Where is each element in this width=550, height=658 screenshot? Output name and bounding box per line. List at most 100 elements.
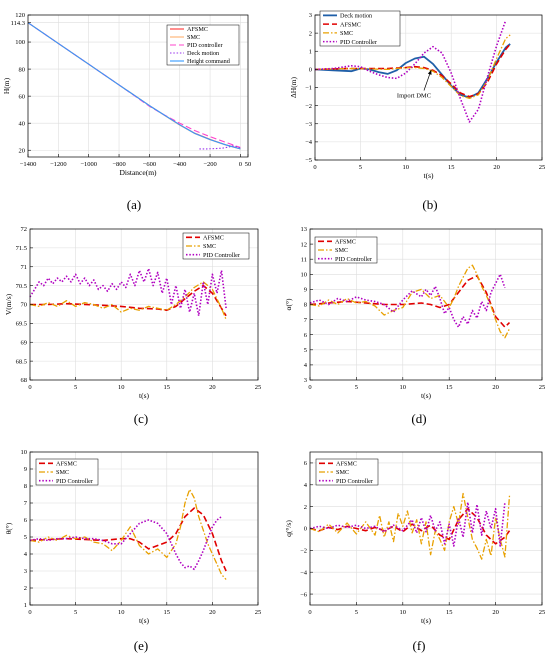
series-line-deck-motion xyxy=(199,145,241,150)
legend-label: PID Controller xyxy=(336,478,373,485)
x-tick-label: 10 xyxy=(400,384,407,391)
x-tick-label: 0 xyxy=(239,161,242,168)
x-tick-label: 25 xyxy=(255,384,262,391)
y-tick-label: 4 xyxy=(24,551,28,558)
y-tick-label: 6 xyxy=(304,460,308,467)
y-tick-label: 1 xyxy=(24,602,27,609)
x-tick-label: 15 xyxy=(164,609,171,616)
y-tick-label: −4 xyxy=(305,139,313,146)
legend-label: Deck motion xyxy=(340,13,372,20)
y-axis-label: ΔH(m) xyxy=(289,76,298,98)
series-group xyxy=(314,20,511,123)
legend-label: SMC xyxy=(56,469,69,476)
caption-b: (b) xyxy=(422,197,437,212)
y-tick-label: 4 xyxy=(304,482,308,489)
chart-a: −1400 −1200 −1000 −800 −600 −400 −200 0 50 20 40 60… xyxy=(2,12,251,177)
caption-a: (a) xyxy=(127,197,141,212)
y-tick-label: 10 xyxy=(21,449,28,456)
y-tick-label: 20 xyxy=(19,147,26,154)
x-tick-label: 0 xyxy=(308,384,311,391)
x-tick-label: −1200 xyxy=(50,161,67,168)
x-tick-label: 20 xyxy=(493,164,500,171)
series-line-pid-controller xyxy=(29,267,227,317)
x-tick-label: 15 xyxy=(448,164,455,171)
y-axis-label: θ(°) xyxy=(4,522,13,534)
y-axis-label: H(m) xyxy=(2,77,11,94)
x-axis-label: t(s) xyxy=(421,616,432,625)
legend-label: Height command xyxy=(187,58,231,65)
legend-label: SMC xyxy=(187,34,200,41)
legend-label: Deck motion xyxy=(187,50,219,57)
y-tick-label: 0 xyxy=(309,67,312,74)
series-group xyxy=(309,492,511,560)
x-tick-label: −600 xyxy=(143,161,156,168)
x-tick-label: −1000 xyxy=(80,161,97,168)
caption-d: (d) xyxy=(411,411,426,426)
x-tick-label: 10 xyxy=(118,384,125,391)
y-tick-label: 60 xyxy=(19,93,26,100)
x-tick-label: −800 xyxy=(112,161,125,168)
y-axis-label: V(m/s) xyxy=(4,293,13,315)
y-tick-label: −2 xyxy=(300,548,307,555)
x-tick-label: −400 xyxy=(173,161,186,168)
legend-label: AFSMC xyxy=(203,235,224,242)
series-line-afsmc xyxy=(309,507,511,545)
y-tick-label: 100 xyxy=(15,39,25,46)
y-tick-label: −1 xyxy=(305,85,312,92)
legend-label: SMC xyxy=(340,30,353,37)
y-tick-label: 8 xyxy=(24,483,27,490)
y-tick-label: 4 xyxy=(304,362,308,369)
y-tick-label: 10 xyxy=(301,272,308,279)
x-tick-label: 10 xyxy=(403,164,410,171)
x-axis-label: t(s) xyxy=(424,171,435,180)
legend-label: SMC xyxy=(203,243,216,250)
x-tick-label: 20 xyxy=(209,384,216,391)
annotation-text: Import DMC xyxy=(397,92,431,99)
y-tick-label: 8 xyxy=(304,302,307,309)
series-group xyxy=(27,22,241,150)
y-tick-label: 40 xyxy=(19,120,26,127)
y-tick-label: 72 xyxy=(21,226,28,233)
series-group xyxy=(309,264,511,339)
y-tick-label: 69 xyxy=(21,339,28,346)
y-tick-label: 0 xyxy=(304,526,307,533)
y-tick-label: 11 xyxy=(301,256,307,263)
series-line-pid-controller xyxy=(309,501,506,547)
legend-box xyxy=(35,458,99,486)
series-group xyxy=(29,267,227,320)
y-tick-label: 13 xyxy=(301,226,308,233)
series-line-afsmc xyxy=(30,284,227,317)
x-tick-label: 15 xyxy=(164,384,171,391)
legend-label: AFSMC xyxy=(56,461,77,468)
y-tick-label: 2 xyxy=(304,504,307,511)
legend-label: PID Controller xyxy=(203,252,240,259)
y-tick-label: 68.5 xyxy=(16,358,27,365)
y-tick-label: 71 xyxy=(21,264,28,271)
x-tick-label: 10 xyxy=(400,609,407,616)
annotation-arrow-head xyxy=(427,69,432,75)
legend-label: PID controller xyxy=(187,42,223,49)
x-tick-label: 0 xyxy=(313,164,316,171)
legend-label: AFSMC xyxy=(336,461,357,468)
y-tick-label: 9 xyxy=(304,287,307,294)
series-line-smc xyxy=(309,264,511,339)
legend-label: PID Controller xyxy=(56,478,93,485)
series-line-afsmc xyxy=(29,507,227,572)
series-line-smc xyxy=(314,34,511,100)
x-tick-label: 0 xyxy=(308,609,311,616)
y-tick-label: 7 xyxy=(24,500,28,507)
axes-frame xyxy=(27,14,249,158)
y-tick-label: 6 xyxy=(24,517,28,524)
legend-label: SMC xyxy=(336,469,349,476)
series-line-smc xyxy=(29,281,227,320)
y-tick-label: 12 xyxy=(301,241,308,248)
chart-c: 0 5 10 15 20 25 68 68.5 69 69.5 70 70.5 71 71.5 72 t(s)… xyxy=(4,226,261,400)
x-tick-label: 20 xyxy=(209,609,216,616)
y-tick-label: 2 xyxy=(309,30,312,37)
chart-b: 0 5 10 15 20 25 −5 −4 −3 −2 −1 0 1 2 3 t(s) ΔH(m) Import … xyxy=(289,10,545,180)
x-tick-label: 0 xyxy=(28,384,31,391)
